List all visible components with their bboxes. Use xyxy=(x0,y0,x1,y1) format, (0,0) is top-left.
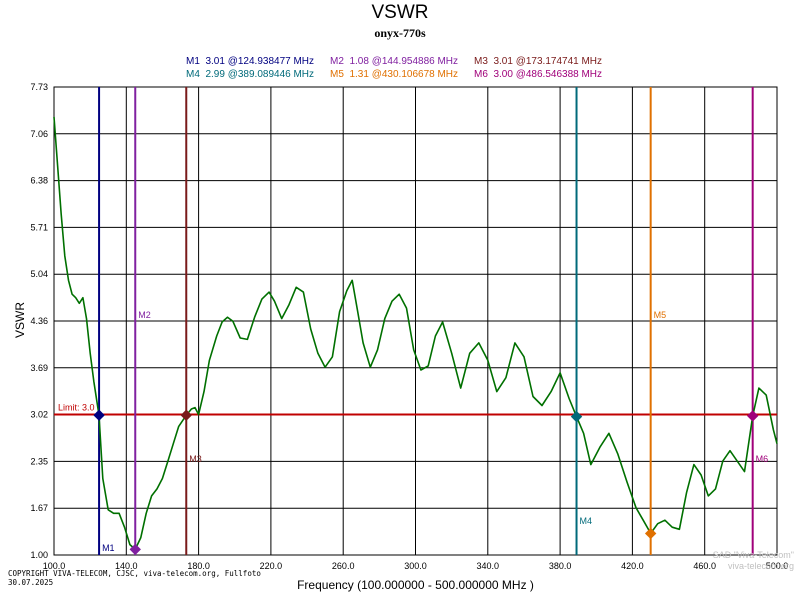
legend-marker-value: 2.99 xyxy=(205,69,225,80)
y-axis-label: VSWR xyxy=(13,302,27,338)
legend-marker-name: M5 xyxy=(330,69,344,80)
x-tick-label: 460.0 xyxy=(693,561,716,571)
marker-lines: M1 M2 M3 M4 M5 M6 xyxy=(98,87,769,555)
watermark: SAD "Viva-Telecom" viva-telecom.org xyxy=(668,550,794,572)
legend-entry-m1: M1 3.01 @124.938477 MHz xyxy=(186,56,314,67)
marker-point-m5 xyxy=(644,527,657,540)
copyright-text: COPYRIGHT VIVA-TELECOM, CJSC, viva-telec… xyxy=(8,569,261,587)
x-tick-label: 500.0 xyxy=(766,561,789,571)
copyright-date: 30.07.2025 xyxy=(8,578,54,587)
marker-label-m3: M3 xyxy=(189,454,202,464)
legend-marker-freq: @430.106678 MHz xyxy=(371,69,459,80)
y-tick-label: 7.73 xyxy=(30,82,48,92)
chart-subtitle: onyx-770s xyxy=(374,26,426,40)
legend-marker-freq: @389.089446 MHz xyxy=(227,69,315,80)
legend-entry-m3: M3 3.01 @173.174741 MHz xyxy=(474,56,602,67)
y-tick-label: 5.71 xyxy=(30,222,48,232)
legend-marker-value: 3.01 xyxy=(493,56,513,67)
y-tick-label: 7.06 xyxy=(30,129,48,139)
marker-point-m4 xyxy=(570,410,583,423)
legend-marker-value: 3.00 xyxy=(493,69,513,80)
marker-point-m3 xyxy=(180,409,192,421)
legend-marker-freq: @144.954886 MHz xyxy=(371,56,459,67)
legend-marker-freq: @486.546388 MHz xyxy=(515,69,603,80)
y-tick-label: 4.36 xyxy=(30,316,48,326)
legend-entry-m5: M5 1.31 @430.106678 MHz xyxy=(330,69,458,80)
y-tick-label: 3.69 xyxy=(30,363,48,373)
grid xyxy=(53,86,778,556)
legend-entry-m4: M4 2.99 @389.089446 MHz xyxy=(186,69,314,80)
x-tick-label: 260.0 xyxy=(332,561,355,571)
x-tick-label: 420.0 xyxy=(621,561,644,571)
watermark-url: viva-telecom.org xyxy=(727,561,794,571)
limit-line-group: Limit: 3.0 xyxy=(54,403,777,416)
legend-entry-m6: M6 3.00 @486.546388 MHz xyxy=(474,69,602,80)
marker-points xyxy=(93,409,759,556)
legend-marker-name: M3 xyxy=(474,56,488,67)
legend-marker-value: 1.31 xyxy=(349,69,369,80)
limit-label: Limit: 3.0 xyxy=(58,403,95,413)
chart-title: VSWR xyxy=(371,2,429,23)
marker-label-m4: M4 xyxy=(580,516,593,526)
tick-labels: 100.0 140.0 180.0 220.0 260.0 300.0 340.0 380.0… xyxy=(30,82,788,571)
marker-label-m1: M1 xyxy=(102,543,115,553)
y-tick-label: 5.04 xyxy=(30,269,48,279)
x-tick-label: 380.0 xyxy=(549,561,572,571)
x-tick-label: 300.0 xyxy=(404,561,427,571)
x-tick-label: 340.0 xyxy=(477,561,500,571)
x-axis-label: Frequency (100.000000 - 500.000000 MHz ) xyxy=(297,578,534,592)
y-tick-label: 1.00 xyxy=(30,550,48,560)
legend-marker-name: M6 xyxy=(474,69,488,80)
x-tick-label: 100.0 xyxy=(43,561,66,571)
y-tick-label: 3.02 xyxy=(30,410,48,420)
legend-marker-value: 3.01 xyxy=(205,56,225,67)
y-tick-label: 1.67 xyxy=(30,503,48,513)
marker-label-m5: M5 xyxy=(654,310,667,320)
x-tick-label: 180.0 xyxy=(187,561,210,571)
x-tick-label: 140.0 xyxy=(115,561,138,571)
legend-marker-freq: @173.174741 MHz xyxy=(515,56,603,67)
legend-marker-value: 1.08 xyxy=(349,56,369,67)
marker-label-m2: M2 xyxy=(138,310,151,320)
legend-marker-freq: @124.938477 MHz xyxy=(227,56,315,67)
legend-marker-name: M4 xyxy=(186,69,200,80)
marker-point-m2 xyxy=(129,543,141,556)
y-tick-label: 2.35 xyxy=(30,456,48,466)
legend-entry-m2: M2 1.08 @144.954886 MHz xyxy=(330,56,458,67)
marker-point-m6 xyxy=(746,410,759,422)
x-tick-label: 220.0 xyxy=(260,561,283,571)
watermark-line: SAD "Viva-Telecom" xyxy=(712,550,794,560)
marker-label-m6: M6 xyxy=(756,454,769,464)
marker-point-m1 xyxy=(93,409,105,421)
legend-marker-name: M2 xyxy=(330,56,344,67)
legend-marker-name: M1 xyxy=(186,56,200,67)
copyright-line: COPYRIGHT VIVA-TELECOM, CJSC, viva-telec… xyxy=(8,569,261,578)
y-tick-label: 6.38 xyxy=(30,176,48,186)
